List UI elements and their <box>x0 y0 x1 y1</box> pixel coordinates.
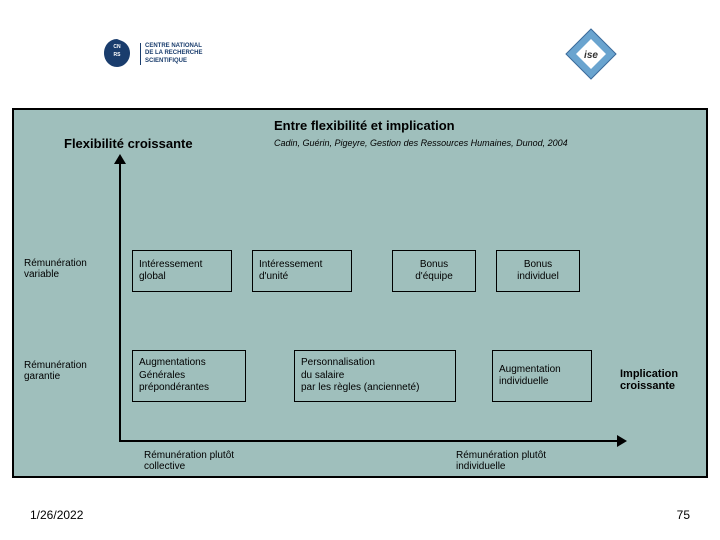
matrix-box-row2-0: Augmentations Générales prépondérantes <box>132 350 246 402</box>
svg-text:CN: CN <box>113 44 121 50</box>
x-axis-arrowhead-icon <box>617 435 627 447</box>
footer-date: 1/26/2022 <box>30 508 83 522</box>
cnrs-line2: DE LA RECHERCHE <box>145 50 202 57</box>
header-logos: CN RS CENTRE NATIONAL DE LA RECHERCHE SC… <box>100 24 620 84</box>
caption-collective: Rémunération plutôt collective <box>144 450 234 472</box>
diagram-title: Entre flexibilité et implication <box>274 118 455 133</box>
y-axis-label-variable: Rémunération variable <box>24 258 114 280</box>
citation-text: Cadin, Guérin, Pigeyre, Gestion des Ress… <box>274 138 568 148</box>
y-axis-label-guaranteed: Rémunération garantie <box>24 360 114 382</box>
cnrs-mark: CN RS <box>100 37 134 71</box>
matrix-box-row1-2: Bonus d'équipe <box>392 250 476 292</box>
y-axis-arrowhead-icon <box>114 154 126 164</box>
cnrs-line3: SCIENTIFIQUE <box>145 58 202 65</box>
caption-individual: Rémunération plutôt individuelle <box>456 450 546 472</box>
x-axis-line <box>119 440 619 442</box>
x-axis-label-implication: Implication croissante <box>620 368 700 392</box>
svg-text:RS: RS <box>114 52 122 58</box>
cnrs-logo-text: CENTRE NATIONAL DE LA RECHERCHE SCIENTIF… <box>140 43 202 65</box>
matrix-box-row2-2: Augmentation individuelle <box>492 350 592 402</box>
ise-logo: ise <box>562 25 620 83</box>
matrix-box-row1-3: Bonus individuel <box>496 250 580 292</box>
matrix-box-row1-0: Intéressement global <box>132 250 232 292</box>
cnrs-line1: CENTRE NATIONAL <box>145 43 202 50</box>
y-axis-line <box>119 160 121 442</box>
svg-text:ise: ise <box>584 50 598 61</box>
matrix-box-row1-1: Intéressement d'unité <box>252 250 352 292</box>
cnrs-logo: CN RS CENTRE NATIONAL DE LA RECHERCHE SC… <box>100 37 202 71</box>
flexibility-axis-label: Flexibilité croissante <box>64 136 193 151</box>
diagram-frame: Entre flexibilité et implication Flexibi… <box>12 108 708 478</box>
footer-page-number: 75 <box>677 508 690 522</box>
matrix-box-row2-1: Personnalisation du salaire par les règl… <box>294 350 456 402</box>
